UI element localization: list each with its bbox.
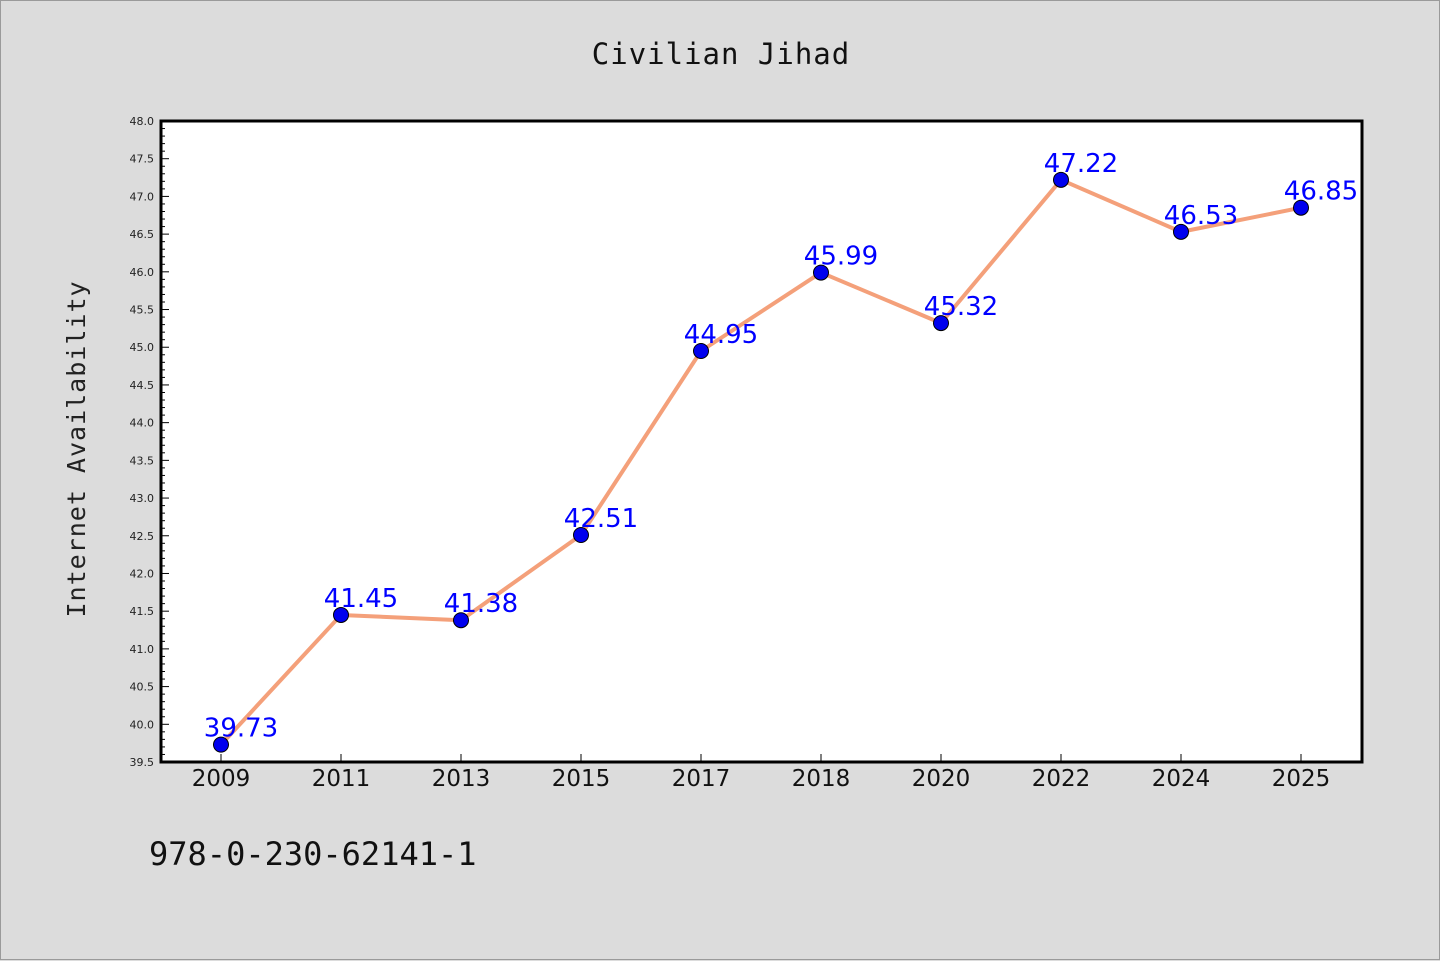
x-tick-label: 2018 <box>792 766 851 792</box>
data-label: 47.22 <box>1044 149 1118 179</box>
y-tick-label: 43.0 <box>130 492 155 505</box>
x-tick-label: 2025 <box>1272 766 1331 792</box>
y-axis-label: Internet Availability <box>62 280 91 617</box>
data-point <box>1173 223 1189 240</box>
data-point <box>333 606 349 623</box>
data-point <box>933 315 949 332</box>
data-label: 41.45 <box>324 584 398 614</box>
y-tick-label: 42.5 <box>130 530 155 543</box>
y-tick-label: 48.0 <box>130 115 155 128</box>
data-label: 41.38 <box>444 589 518 619</box>
data-point <box>453 612 469 629</box>
y-tick-label: 41.5 <box>130 605 155 618</box>
x-tick-label: 2022 <box>1032 766 1091 792</box>
isbn-footer: 978-0-230-62141-1 <box>149 835 477 873</box>
data-point <box>693 343 709 360</box>
x-tick-label: 2020 <box>912 766 971 792</box>
x-axis: 2009 2011 2013 2015 2017 2018 2020 2022 2024 2025 <box>192 754 1331 792</box>
y-tick-label: 46.5 <box>130 228 155 241</box>
data-label: 45.99 <box>804 242 878 272</box>
y-tick-label: 42.0 <box>130 567 155 580</box>
data-point <box>573 527 589 544</box>
y-axis: 39.5 40.0 40.5 41.0 41.5 42.0 42.5 43.0 43.5 44.0… <box>130 115 169 769</box>
y-tick-label: 40.0 <box>130 718 155 731</box>
data-label: 44.95 <box>684 320 758 350</box>
y-tick-label: 40.5 <box>130 681 155 694</box>
y-tick-label: 46.0 <box>130 266 155 279</box>
y-tick-label: 43.5 <box>130 454 155 467</box>
x-tick-label: 2024 <box>1152 766 1211 792</box>
x-tick-label: 2015 <box>552 766 611 792</box>
data-series: 39.73 41.45 41.38 42.51 44.95 45.99 45.32 47.22… <box>204 149 1358 753</box>
data-point <box>1053 171 1069 188</box>
data-label: 45.32 <box>924 292 998 322</box>
data-label: 46.85 <box>1284 177 1358 207</box>
data-point <box>813 264 829 281</box>
plot-area <box>159 119 1364 764</box>
x-tick-label: 2013 <box>432 766 491 792</box>
chart-title: Civilian Jihad <box>592 37 850 71</box>
x-tick-label: 2017 <box>672 766 731 792</box>
y-tick-label: 39.5 <box>130 756 155 769</box>
y-tick-label: 47.5 <box>130 153 155 166</box>
series-line <box>219 177 1303 747</box>
y-tick-label: 47.0 <box>130 190 155 203</box>
y-tick-label: 41.0 <box>130 643 155 656</box>
y-tick-label: 45.0 <box>130 341 155 354</box>
y-tick-label: 44.5 <box>130 379 155 392</box>
x-tick-label: 2011 <box>312 766 371 792</box>
data-label: 42.51 <box>564 504 638 534</box>
data-label: 39.73 <box>204 714 278 744</box>
data-label: 46.53 <box>1164 201 1238 231</box>
data-point <box>213 736 229 753</box>
y-tick-label: 45.5 <box>130 304 155 317</box>
x-tick-label: 2009 <box>192 766 251 792</box>
data-point <box>1293 199 1309 216</box>
y-tick-label: 44.0 <box>130 417 155 430</box>
